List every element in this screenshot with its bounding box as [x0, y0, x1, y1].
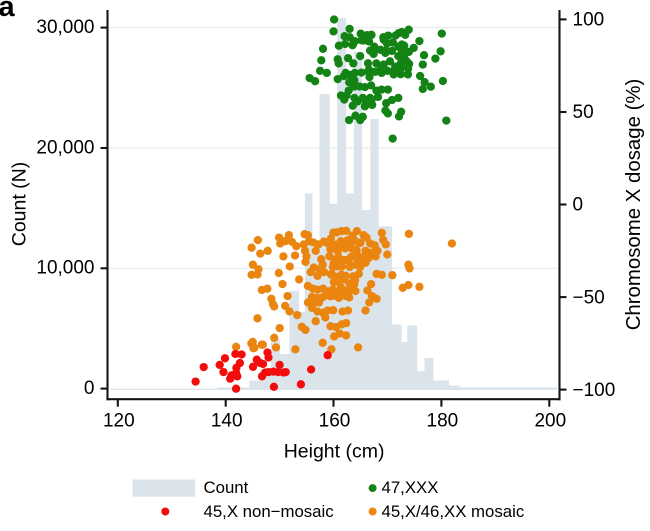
svg-text:45,X/46,XX mosaic: 45,X/46,XX mosaic	[382, 502, 525, 521]
svg-text:a: a	[0, 0, 16, 23]
svg-text:47,XXX: 47,XXX	[382, 478, 439, 497]
svg-text:10,000: 10,000	[36, 258, 94, 279]
svg-text:200: 200	[534, 411, 566, 432]
svg-text:120: 120	[103, 411, 135, 432]
svg-text:100: 100	[573, 10, 605, 31]
svg-text:−50: −50	[573, 287, 605, 308]
svg-text:Count: Count	[204, 478, 249, 497]
svg-text:Count (N): Count (N)	[9, 162, 31, 247]
svg-text:140: 140	[211, 411, 243, 432]
svg-text:45,X non−mosaic: 45,X non−mosaic	[204, 502, 334, 521]
svg-text:Height (cm): Height (cm)	[284, 441, 385, 463]
svg-text:Chromosome X dosage (%): Chromosome X dosage (%)	[623, 79, 645, 331]
svg-text:0: 0	[573, 195, 584, 216]
svg-text:0: 0	[84, 378, 95, 399]
svg-text:−100: −100	[573, 380, 616, 401]
svg-text:160: 160	[319, 411, 351, 432]
svg-text:180: 180	[427, 411, 459, 432]
svg-text:30,000: 30,000	[36, 17, 94, 38]
svg-text:50: 50	[573, 102, 594, 123]
svg-text:20,000: 20,000	[36, 137, 94, 158]
